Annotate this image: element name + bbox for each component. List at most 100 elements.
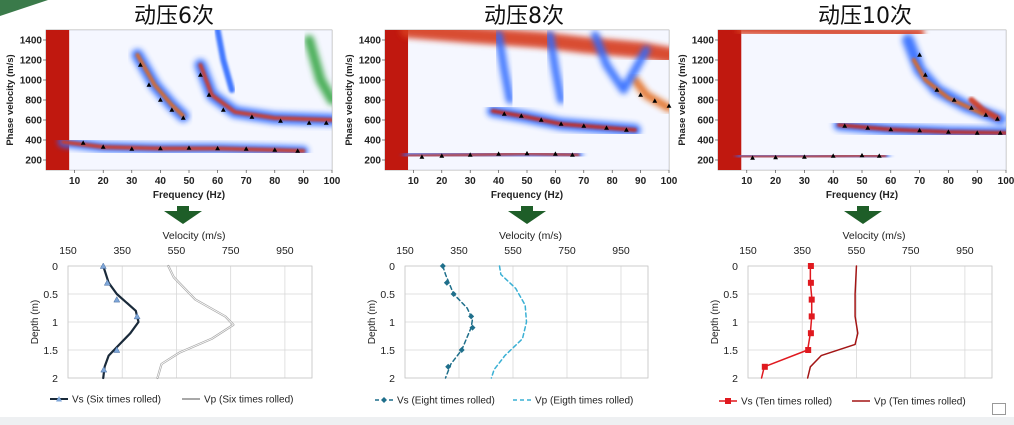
panel-title-1: 动压6次	[134, 4, 214, 29]
picked-point	[206, 92, 212, 97]
x-tick-label: 90	[298, 176, 310, 187]
picked-point	[946, 129, 951, 134]
panel-title-3: 动压10次	[818, 4, 912, 29]
data-marker	[445, 363, 452, 370]
data-marker	[443, 279, 450, 286]
picked-point	[983, 112, 989, 117]
picked-point	[146, 82, 152, 87]
picked-point	[558, 121, 564, 126]
x-tick-label: 30	[799, 176, 811, 187]
arrow-shaft	[857, 206, 869, 211]
picked-point	[272, 147, 278, 152]
heat-band	[214, 30, 235, 93]
y-tick-label: 0	[52, 261, 58, 273]
heat-low-freq-block	[46, 30, 70, 170]
x-tick-label: 150	[396, 245, 414, 257]
picked-point	[750, 155, 755, 160]
y-tick-label: 1000	[359, 76, 382, 87]
picked-point	[278, 118, 283, 123]
x-axis-label: Frequency (Hz)	[826, 190, 898, 201]
heat-band	[736, 30, 925, 38]
plot-frame	[67, 265, 313, 379]
x-tick-label: 20	[98, 176, 110, 187]
y-tick-label: 1.5	[380, 345, 395, 357]
picked-point	[419, 154, 425, 159]
data-marker	[805, 347, 812, 353]
heat-band	[591, 31, 651, 94]
corner-checkbox[interactable]	[992, 403, 1006, 415]
series-line-2	[490, 265, 528, 379]
y-tick-label: 1200	[20, 56, 43, 67]
picked-point	[830, 153, 836, 158]
plot-frame	[404, 265, 649, 379]
x-tick-label: 350	[793, 245, 811, 257]
y-tick-label: 600	[697, 116, 714, 127]
picked-point	[169, 107, 175, 112]
picked-point	[888, 126, 894, 132]
legend-label: Vp (Six times rolled)	[204, 395, 293, 406]
x-tick-label: 80	[269, 176, 281, 187]
picked-point	[934, 87, 940, 92]
series-line-1	[442, 265, 474, 379]
data-marker	[439, 263, 446, 269]
x-tick-label: 20	[770, 176, 782, 187]
y-axis-label: Phase velocity (m/s)	[677, 54, 688, 145]
x-tick-label: 550	[848, 245, 866, 257]
y-axis-label: Depth (m)	[710, 300, 721, 344]
x-axis-label: Velocity (m/s)	[842, 230, 905, 242]
x-tick-label: 70	[914, 176, 926, 187]
picked-point	[865, 125, 871, 130]
x-tick-label: 550	[168, 245, 186, 257]
heat-band	[135, 53, 186, 118]
y-tick-label: 1	[732, 317, 738, 329]
y-tick-label: 1200	[359, 56, 382, 67]
y-tick-label: 1400	[692, 36, 715, 47]
down-arrow-2	[508, 206, 546, 224]
y-tick-label: 0.5	[380, 289, 395, 301]
x-tick-label: 60	[885, 176, 897, 187]
y-axis-label: Depth (m)	[30, 300, 41, 344]
x-tick-label: 950	[612, 245, 630, 257]
picked-point	[842, 123, 848, 128]
x-tick-label: 60	[212, 176, 224, 187]
data-marker	[761, 363, 768, 370]
x-tick-label: 70	[578, 176, 590, 187]
picked-point	[524, 150, 530, 156]
x-tick-label: 750	[902, 245, 920, 257]
picked-point	[553, 151, 558, 156]
data-marker	[468, 313, 475, 320]
heat-band	[198, 63, 332, 122]
data-marker	[469, 324, 476, 331]
x-tick-label: 350	[450, 245, 468, 257]
down-arrow-1	[164, 206, 202, 224]
picked-point	[802, 154, 807, 159]
data-marker	[103, 279, 111, 286]
x-axis-label: Velocity (m/s)	[162, 230, 225, 242]
picked-point	[604, 125, 609, 130]
x-tick-label: 750	[558, 245, 576, 257]
x-tick-label: 150	[59, 245, 77, 257]
picked-point	[501, 111, 507, 116]
x-tick-label: 80	[943, 176, 955, 187]
data-marker	[113, 296, 121, 303]
picked-point	[295, 148, 301, 153]
picked-point	[969, 105, 974, 110]
arrow-head	[508, 211, 546, 224]
picked-point	[323, 120, 329, 125]
corner-decoration	[0, 0, 48, 16]
picked-point	[652, 98, 658, 103]
y-tick-label: 1400	[20, 36, 43, 47]
heatmap-energy	[718, 30, 1006, 170]
x-tick-label: 80	[607, 176, 619, 187]
picked-point	[137, 62, 143, 67]
picked-point	[186, 145, 192, 150]
legend-label: Vs (Six times rolled)	[72, 395, 161, 406]
y-axis-label: Phase velocity (m/s)	[5, 54, 16, 145]
picked-point	[859, 152, 865, 158]
y-tick-label: 800	[364, 96, 381, 107]
picked-point	[243, 146, 249, 151]
picked-point	[666, 103, 672, 108]
x-tick-label: 100	[324, 176, 341, 187]
legend-marker	[381, 397, 387, 403]
heat-low-freq-block	[718, 30, 742, 170]
